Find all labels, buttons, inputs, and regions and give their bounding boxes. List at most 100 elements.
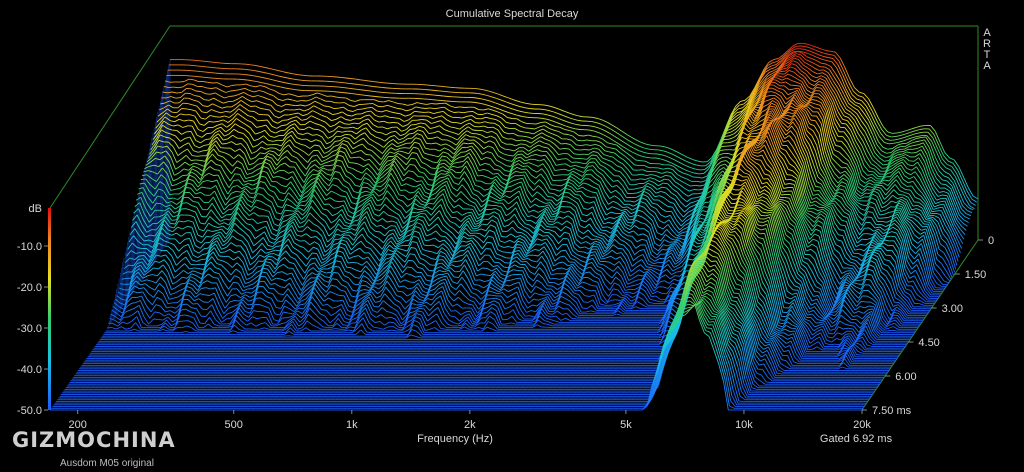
slice-segment — [894, 138, 900, 141]
slice-segment — [809, 104, 815, 109]
slice-segment — [697, 197, 703, 203]
slice-segment — [925, 136, 931, 145]
slice-segment — [806, 130, 813, 137]
slice-segment — [736, 119, 742, 126]
slice-segment — [614, 216, 620, 219]
slice-segment — [597, 136, 603, 140]
slice-segment — [612, 244, 619, 249]
slice-segment — [427, 115, 433, 119]
slice-segment — [830, 50, 836, 53]
slice-segment — [651, 267, 657, 270]
slice-segment — [839, 146, 846, 152]
slice-segment — [268, 73, 274, 76]
slice-segment — [426, 84, 432, 86]
slice-segment — [303, 74, 308, 77]
slice-segment — [395, 158, 401, 165]
slice-segment — [240, 100, 247, 105]
slice-segment — [792, 99, 798, 106]
slice-segment — [550, 188, 555, 191]
slice-segment — [820, 123, 827, 148]
slice-segment — [497, 111, 503, 115]
slice-segment — [643, 207, 650, 213]
slice-segment — [845, 167, 852, 176]
slice-segment — [695, 202, 701, 208]
slice-segment — [868, 182, 874, 186]
slice-segment — [537, 185, 544, 191]
slice-segment — [731, 112, 738, 119]
slice-segment — [538, 144, 544, 148]
slice-segment — [609, 195, 615, 199]
slice-segment — [800, 70, 807, 75]
slice-segment — [786, 102, 792, 110]
slice-segment — [439, 188, 445, 193]
slice-segment — [372, 168, 379, 176]
slice-segment — [924, 204, 930, 216]
slice-segment — [429, 198, 435, 200]
slice-segment — [660, 190, 666, 194]
slice-segment — [279, 70, 285, 73]
slice-segment — [414, 164, 420, 172]
slice-segment — [921, 145, 928, 155]
slice-segment — [571, 223, 577, 240]
slice-segment — [718, 139, 725, 148]
slice-segment — [363, 84, 369, 87]
slice-segment — [740, 99, 746, 102]
slice-segment — [337, 91, 343, 93]
slice-segment — [238, 154, 244, 159]
slice-segment — [884, 179, 890, 182]
slice-segment — [546, 118, 552, 122]
slice-segment — [282, 177, 288, 181]
slice-segment — [941, 238, 947, 244]
slice-segment — [172, 91, 178, 94]
slice-segment — [187, 103, 193, 106]
slice-segment — [936, 225, 942, 239]
slice-segment — [314, 174, 320, 182]
slice-segment — [511, 183, 518, 187]
slice-segment — [205, 93, 211, 95]
slice-segment — [166, 173, 173, 186]
slice-segment — [763, 81, 770, 87]
slice-segment — [645, 188, 651, 192]
slice-segment — [375, 96, 381, 98]
slice-segment — [168, 141, 174, 148]
slice-segment — [286, 121, 292, 126]
slice-segment — [546, 208, 552, 218]
slice-segment — [785, 51, 791, 57]
slice-segment — [553, 129, 559, 132]
slice-segment — [494, 169, 500, 171]
slice-segment — [430, 173, 435, 175]
slice-segment — [851, 109, 858, 114]
slice-segment — [317, 92, 323, 95]
slice-segment — [578, 115, 584, 118]
slice-segment — [635, 201, 642, 212]
slice-segment — [514, 147, 520, 152]
slice-segment — [481, 116, 487, 120]
slice-segment — [765, 78, 771, 84]
slice-segment — [206, 87, 212, 89]
slice-segment — [629, 160, 635, 166]
slice-segment — [445, 215, 451, 222]
slice-segment — [247, 79, 252, 82]
slice-segment — [375, 188, 381, 192]
slice-segment — [785, 99, 791, 105]
slice-segment — [949, 257, 956, 273]
slice-segment — [747, 95, 753, 104]
slice-segment — [565, 125, 571, 129]
slice-segment — [528, 132, 534, 135]
slice-segment — [560, 163, 566, 165]
slice-segment — [732, 108, 739, 115]
slice-segment — [609, 229, 615, 238]
slice-segment — [908, 193, 915, 203]
slice-segment — [804, 48, 810, 52]
slice-segment — [840, 77, 847, 90]
slice-segment — [171, 151, 178, 163]
slice-segment — [630, 211, 636, 215]
slice-segment — [357, 143, 363, 147]
slice-segment — [236, 190, 241, 193]
slice-segment — [353, 122, 359, 125]
slice-segment — [829, 88, 835, 98]
slice-segment — [219, 150, 225, 154]
slice-segment — [455, 106, 460, 108]
slice-segment — [653, 181, 659, 187]
slice-segment — [598, 167, 604, 172]
